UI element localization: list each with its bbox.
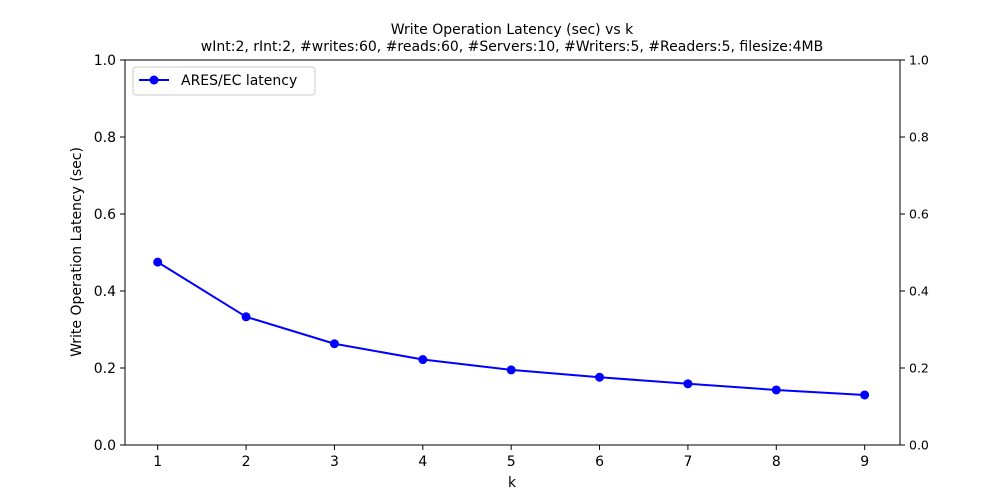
legend-box [132,66,316,96]
y-tick-label-4: 0.8 [94,130,116,146]
y-right-tick-label-1: 0.2 [909,361,929,376]
y-right-tick-label-5: 1.0 [909,53,929,68]
y-right-tick-label-3: 0.6 [909,207,929,222]
y-tick-label-3: 0.6 [94,207,116,223]
y-right-tick-label-0: 0.0 [909,438,929,453]
x-tick-label-4: 4 [418,454,427,470]
legend-point-marker [149,75,159,85]
data-point-6 [595,372,605,382]
y-right-tick-label-2: 0.4 [909,284,929,299]
plot-area: 1 2 3 4 5 6 7 8 9 0.0 0.2 0.4 0.6 0.8 1.0 0.0 0.2 0.4 0.6 0… [94,53,929,471]
x-tick-label-1: 1 [153,454,162,470]
x-tick-label-7: 7 [683,454,692,470]
y-right-tick-label-4: 0.8 [909,130,929,145]
legend: ARES/EC latency [132,66,316,96]
x-tick-label-9: 9 [860,454,869,470]
data-point-3 [329,339,339,349]
data-point-4 [418,355,428,365]
data-point-1 [153,257,163,267]
x-tick-label-8: 8 [772,454,781,470]
data-point-9 [860,390,870,400]
data-point-5 [506,365,516,375]
series-line-0 [157,261,865,396]
legend-label: ARES/EC latency [181,73,297,89]
y-tick-label-0: 0.0 [94,438,116,454]
x-tick-label-5: 5 [507,454,516,470]
y-tick-label-5: 1.0 [94,53,116,69]
y-axis-label: Write Operation Latency (sec) [69,147,85,357]
x-axis-label: k [508,475,517,491]
chart-title: Write Operation Latency (sec) vs k [391,22,634,38]
data-point-8 [771,385,781,395]
y-tick-label-2: 0.4 [94,284,116,300]
x-tick-label-6: 6 [595,454,604,470]
chart-subtitle: wInt:2, rInt:2, #writes:60, #reads:60, #… [201,39,823,55]
plot-frame [124,59,901,446]
data-point-7 [683,379,693,389]
x-tick-label-3: 3 [330,454,339,470]
x-tick-label-2: 2 [242,454,251,470]
y-tick-label-1: 0.2 [94,361,116,377]
data-point-2 [241,312,251,322]
